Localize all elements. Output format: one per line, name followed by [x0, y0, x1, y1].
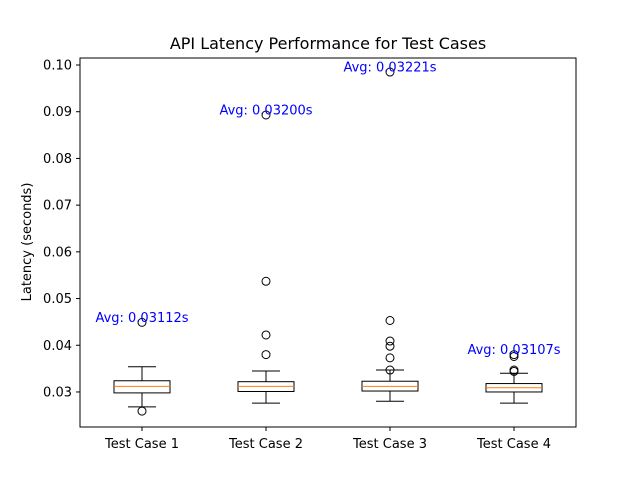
average-annotation: Avg: 0.03112s — [95, 311, 188, 326]
outlier-point — [137, 406, 147, 416]
box-group-3 — [361, 67, 419, 402]
average-annotation: Avg: 0.03200s — [219, 103, 312, 118]
y-tick-label: 0.05 — [43, 292, 72, 307]
y-tick-label: 0.09 — [43, 105, 72, 120]
x-tick-label: Test Case 2 — [228, 437, 303, 452]
outlier-point — [261, 330, 271, 340]
outlier-point — [509, 366, 519, 376]
chart-title: API Latency Performance for Test Cases — [170, 34, 486, 53]
y-tick-label: 0.08 — [43, 152, 72, 167]
y-tick-label: 0.07 — [43, 199, 72, 214]
average-annotation: Avg: 0.03221s — [343, 61, 436, 76]
y-tick-label: 0.04 — [43, 339, 72, 354]
y-axis-title: Latency (seconds) — [20, 183, 35, 302]
outlier-point — [385, 353, 395, 363]
y-tick-label: 0.06 — [43, 245, 72, 260]
average-annotation: Avg: 0.03107s — [467, 343, 560, 358]
x-tick-label: Test Case 3 — [352, 437, 427, 452]
box-group-2 — [237, 110, 295, 404]
outlier-point — [137, 317, 147, 327]
outlier-point — [385, 316, 395, 326]
plot-area: 0.03 0.04 0.05 0.06 0.07 0.08 0.09 0.10 Test Cas… — [43, 57, 577, 452]
box-group-1 — [113, 317, 171, 416]
outlier-point — [261, 350, 271, 360]
outlier-point — [385, 341, 395, 351]
x-tick-label: Test Case 4 — [476, 437, 551, 452]
plot-frame — [79, 57, 577, 428]
box-group-4 — [485, 350, 543, 404]
outlier-point — [509, 351, 519, 361]
outlier-point — [385, 336, 395, 346]
y-tick-label: 0.03 — [43, 385, 72, 400]
y-tick-label: 0.10 — [43, 59, 72, 74]
outlier-point — [385, 67, 395, 77]
outlier-point — [261, 276, 271, 286]
outlier-point — [385, 365, 395, 375]
outlier-point — [261, 110, 271, 120]
x-tick-label: Test Case 1 — [104, 437, 179, 452]
